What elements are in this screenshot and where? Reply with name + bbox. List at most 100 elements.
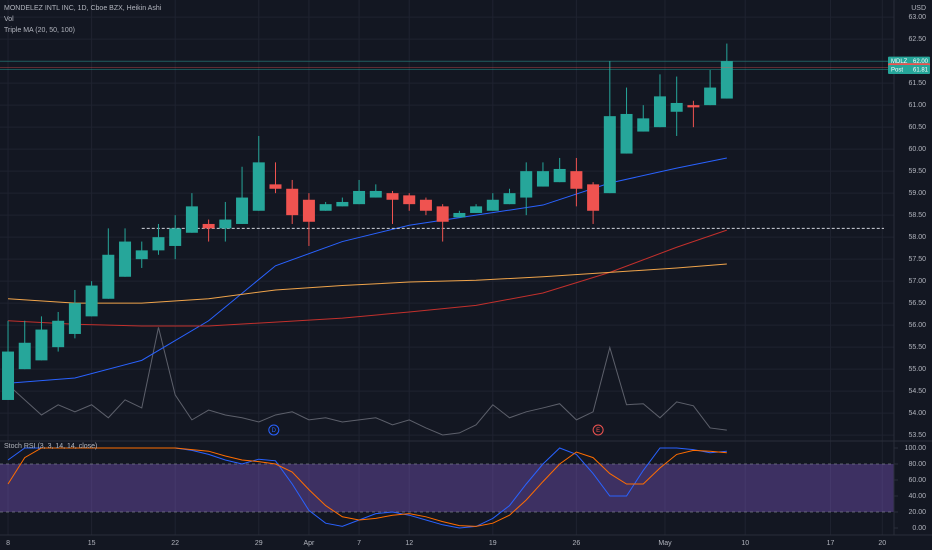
y-tick-label: 56.00 [908, 322, 926, 329]
candle-body [85, 285, 98, 317]
stoch-line [7, 447, 727, 527]
candle-body [152, 237, 165, 251]
candle-body [319, 204, 332, 211]
candle-body [369, 190, 382, 198]
event-marker [268, 424, 280, 436]
candle-body [570, 171, 583, 189]
x-tick-label: 26 [572, 540, 580, 547]
candle-body [252, 162, 265, 211]
candle-body [403, 195, 416, 205]
x-tick-label: 29 [255, 540, 263, 547]
candle-body [620, 113, 633, 154]
y-tick-label: 59.50 [908, 168, 926, 175]
candle-body [553, 168, 566, 183]
y-tick-label: 60.00 [908, 146, 926, 153]
y-tick-label: 57.50 [908, 256, 926, 263]
candle-body [2, 351, 15, 400]
candle-body [52, 320, 65, 348]
stoch-band [0, 464, 894, 512]
y-tick-label: 57.00 [908, 278, 926, 285]
moving-average [7, 263, 727, 304]
candle-body [353, 190, 366, 205]
candle-body [687, 105, 700, 108]
candle-body [670, 102, 683, 112]
candle-body [704, 87, 717, 106]
x-tick-label: 15 [88, 540, 96, 547]
candle-body [135, 250, 148, 260]
y-tick-label: 0.00 [912, 525, 926, 532]
candle-body [653, 96, 666, 128]
volume-title: Vol [4, 16, 14, 23]
moving-average [7, 229, 727, 327]
candle-body [169, 228, 182, 246]
x-tick-label: 8 [6, 540, 10, 547]
candle-body [219, 219, 232, 229]
candle-body [520, 171, 533, 198]
candle-body [68, 303, 81, 334]
candle-body [185, 206, 198, 233]
x-tick-label: 20 [878, 540, 886, 547]
x-tick-label: 12 [405, 540, 413, 547]
candle-body [419, 199, 432, 211]
y-tick-label: 55.00 [908, 366, 926, 373]
candle-body [302, 199, 315, 222]
y-tick-label: 40.00 [908, 493, 926, 500]
candle-body [637, 118, 650, 132]
price-tag-label: 62.00 [913, 59, 929, 65]
y-tick-label: 61.00 [908, 102, 926, 109]
currency: USD [911, 5, 926, 12]
y-tick-label: 60.50 [908, 124, 926, 131]
price-tag-label: 61.81 [913, 68, 929, 74]
volume-line [7, 327, 727, 436]
candle-body [470, 206, 483, 213]
y-tick-label: 62.50 [908, 36, 926, 43]
event-label: E [596, 428, 600, 434]
candle-body [202, 223, 215, 229]
x-tick-label: 17 [827, 540, 835, 547]
candle-body [436, 206, 449, 222]
y-tick-label: 54.50 [908, 388, 926, 395]
x-tick-label: May [658, 540, 672, 547]
stoch-title: Stoch RSI (3, 3, 14, 14, close) [4, 443, 97, 450]
ma-title: Triple MA (20, 50, 100) [4, 27, 75, 34]
y-tick-label: 100.00 [905, 445, 927, 452]
price-tag-name: MDLZ [891, 59, 908, 65]
y-tick-label: 20.00 [908, 509, 926, 516]
y-tick-label: 63.00 [908, 14, 926, 21]
candle-body [603, 116, 616, 194]
marks [0, 43, 894, 529]
candle-body [486, 199, 499, 211]
x-tick-label: 19 [489, 540, 497, 547]
y-tick-label: 53.50 [908, 432, 926, 439]
y-tick-label: 59.00 [908, 190, 926, 197]
x-tick-label: 7 [357, 540, 361, 547]
y-tick-label: 58.00 [908, 234, 926, 241]
event-label: D [272, 428, 277, 434]
y-tick-label: 58.50 [908, 212, 926, 219]
price-tag-name: Post [891, 68, 903, 74]
x-tick-label: 10 [741, 540, 749, 547]
y-tick-label: 54.00 [908, 410, 926, 417]
candle-body [18, 342, 31, 370]
y-tick-label: 56.50 [908, 300, 926, 307]
candle-body [102, 254, 115, 299]
price-tag [888, 65, 930, 75]
candle-body [386, 193, 399, 200]
candle-body [236, 197, 249, 224]
y-tick-label: 80.00 [908, 461, 926, 468]
candle-body [536, 171, 549, 187]
x-tick-label: 22 [171, 540, 179, 547]
candle-body [503, 193, 516, 205]
y-tick-label: 61.50 [908, 80, 926, 87]
x-tick-label: Apr [303, 540, 315, 547]
moving-average [7, 157, 727, 384]
candle-body [35, 329, 48, 361]
event-marker [592, 424, 604, 436]
y-tick-label: 60.00 [908, 477, 926, 484]
chart-title: MONDELEZ INTL INC, 1D, Cboe BZX, Heikin … [4, 5, 162, 12]
candle-body [587, 184, 600, 211]
candle-body [286, 188, 299, 216]
candle-body [336, 201, 349, 207]
